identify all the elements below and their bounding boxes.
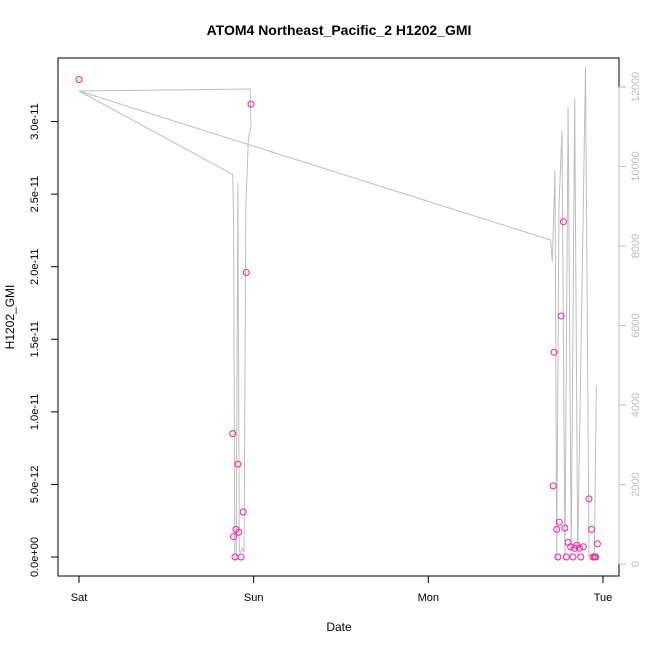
y-tick-right-label: 12000 (630, 72, 642, 103)
data-point (569, 553, 577, 561)
plot-frame (57, 57, 620, 577)
data-point (550, 348, 558, 356)
y-tick-right-label: 10000 (630, 151, 642, 182)
data-point (592, 553, 600, 561)
data-point (588, 525, 596, 533)
data-point (237, 553, 245, 561)
data-point (554, 553, 562, 561)
y-tick-left-label: 3.0e-11 (29, 103, 41, 140)
data-point (549, 482, 557, 490)
y-tick-left-label: 1.0e-11 (29, 394, 41, 431)
y-tick-right-label: 4000 (630, 393, 642, 417)
x-tick-label: Sat (71, 592, 88, 604)
left-axis-point-layer (75, 76, 601, 561)
x-axis-label: Date (326, 620, 352, 634)
data-point (75, 76, 83, 83)
chart-title: ATOM4 Northeast_Pacific_2 H1202_GMI (207, 22, 472, 38)
data-point (234, 460, 242, 468)
data-point (230, 533, 238, 541)
data-point (239, 508, 247, 516)
y-tick-right-label: 0 (630, 561, 642, 567)
data-point (559, 218, 567, 226)
data-point (593, 540, 601, 548)
data-point (555, 518, 563, 526)
data-point (579, 543, 587, 551)
data-point (557, 312, 565, 320)
y-tick-right-label: 6000 (630, 313, 642, 337)
data-point (585, 495, 593, 503)
data-point (235, 528, 243, 536)
y-tick-right-label: 8000 (630, 234, 642, 258)
data-point (562, 553, 570, 561)
y-axis-label: H1202_GMI (3, 285, 17, 350)
y-axis-right: 0 2000 4000 6000 8000 10000 12000 (618, 72, 642, 567)
y-tick-left-label: 2.5e-11 (29, 176, 41, 213)
data-point (247, 100, 255, 108)
x-tick-label: Sun (244, 592, 264, 604)
y-tick-left-label: 2.0e-11 (29, 248, 41, 285)
x-tick-label: Mon (418, 592, 439, 604)
right-axis-line-layer (78, 67, 597, 561)
y-axis-left: 0.0e+00 5.0e-12 1.0e-11 1.5e-11 2.0e-11 2.5e-… (29, 103, 59, 577)
data-point (561, 524, 569, 532)
data-point (553, 525, 561, 533)
x-tick-label: Tue (594, 592, 613, 604)
y-tick-left-label: 5.0e-12 (29, 466, 41, 503)
data-point (242, 269, 250, 276)
y-tick-left-label: 0.0e+00 (29, 537, 41, 577)
x-axis: Sat Sun Mon Tue (71, 575, 613, 604)
data-point (229, 430, 237, 438)
series-line (78, 67, 597, 561)
y-tick-left-label: 1.5e-11 (29, 321, 41, 358)
y-tick-right-label: 2000 (630, 472, 642, 496)
data-point (577, 553, 585, 561)
data-point (575, 544, 583, 552)
